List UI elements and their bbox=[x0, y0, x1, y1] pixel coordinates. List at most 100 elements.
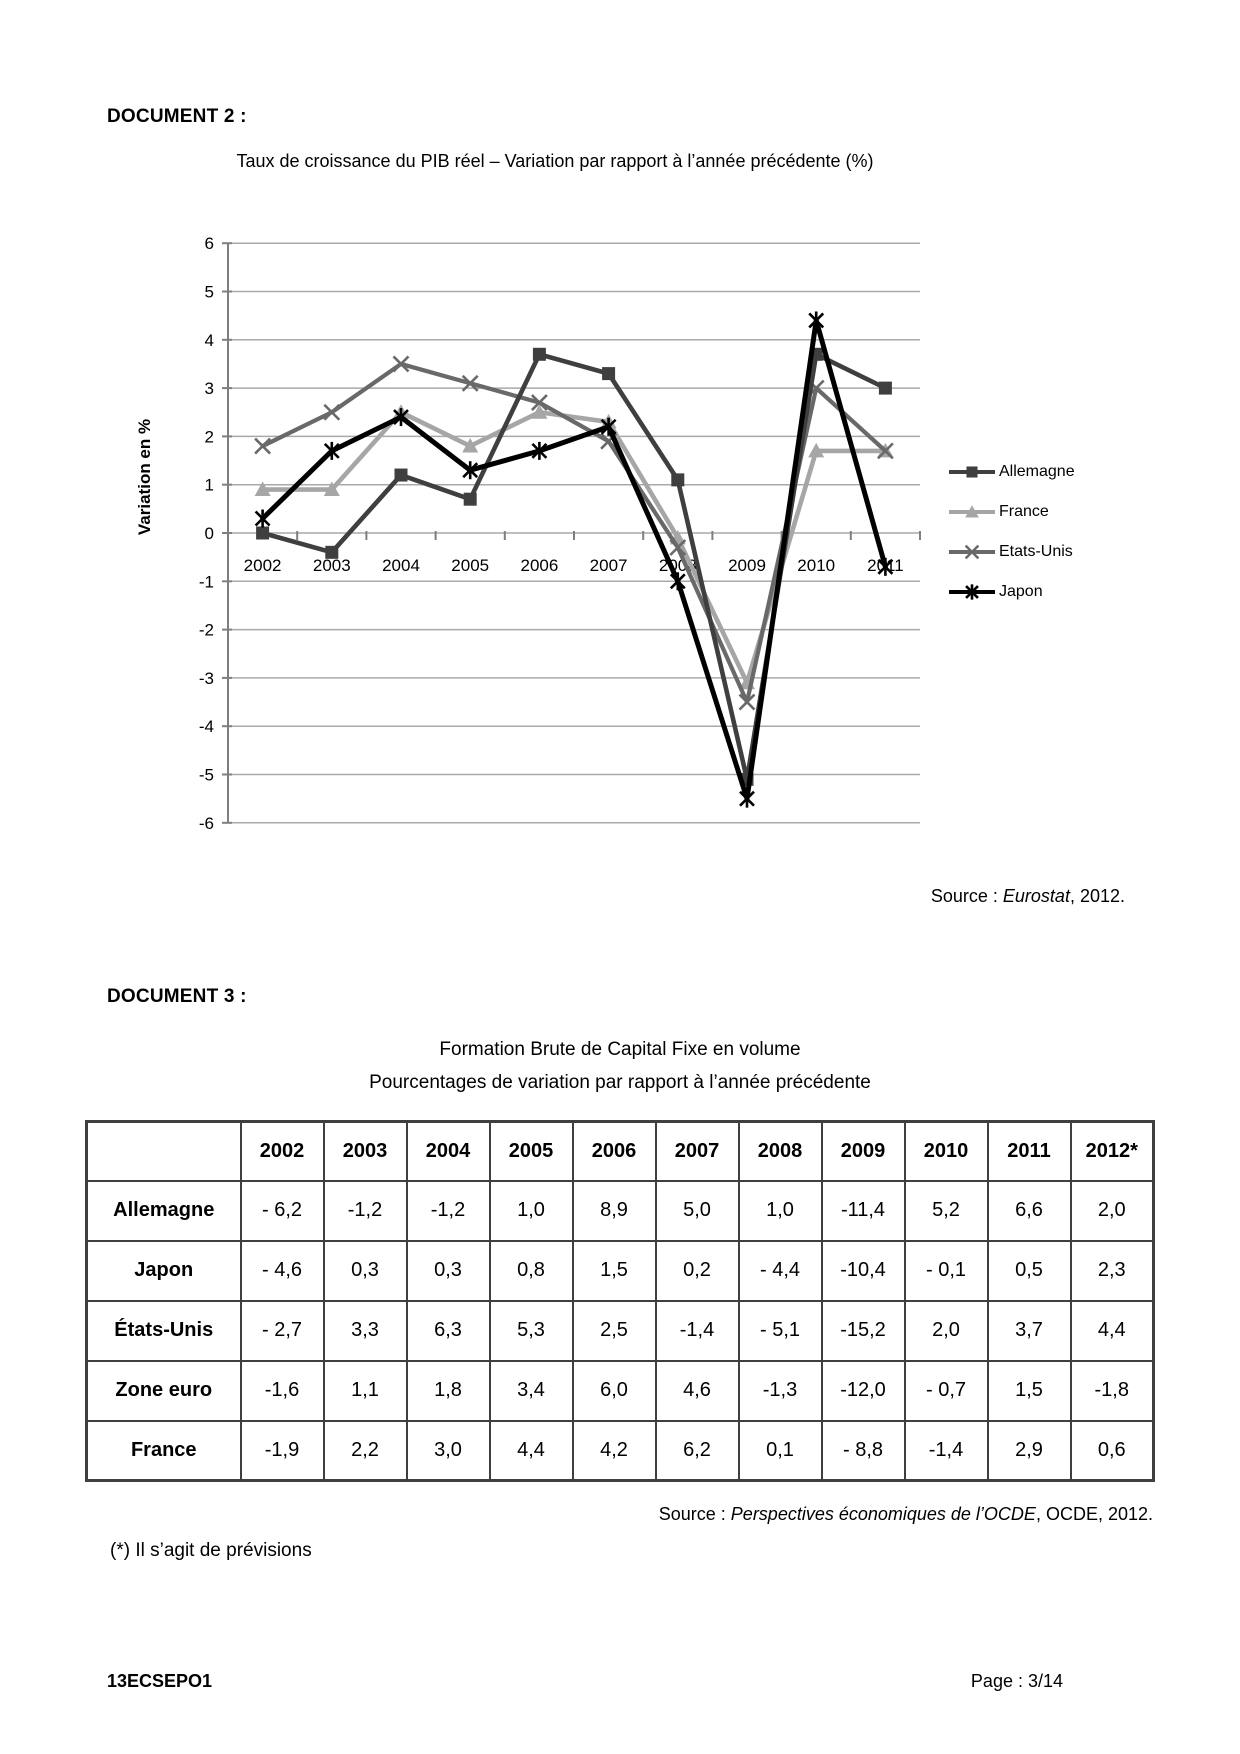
svg-text:2: 2 bbox=[205, 427, 214, 446]
svg-text:4: 4 bbox=[205, 331, 214, 350]
table-cell: 1,0 bbox=[737, 1179, 823, 1242]
table-cell: 5,2 bbox=[903, 1179, 989, 1242]
table-cell: -12,0 bbox=[820, 1359, 906, 1422]
svg-text:1: 1 bbox=[205, 476, 214, 495]
svg-text:2010: 2010 bbox=[797, 556, 835, 575]
table-cell: - 8,8 bbox=[820, 1419, 906, 1482]
svg-text:-1: -1 bbox=[199, 572, 214, 591]
table-title-line1: Formation Brute de Capital Fixe en volum… bbox=[439, 1039, 801, 1060]
footer-exam-code: 13ECSEPO1 bbox=[107, 1671, 213, 1691]
legend-label: Allemagne bbox=[999, 463, 1075, 480]
table-cell: 5,0 bbox=[654, 1179, 740, 1242]
triangle-marker-icon bbox=[949, 505, 995, 518]
column-header: 2007 bbox=[654, 1120, 740, 1182]
table-cell: 0,6 bbox=[1069, 1419, 1155, 1482]
column-header: 2012* bbox=[1069, 1120, 1155, 1182]
table-cell: -1,4 bbox=[654, 1299, 740, 1362]
table-cell: 6,3 bbox=[405, 1299, 491, 1362]
table-cell: 4,4 bbox=[488, 1419, 574, 1482]
table-body: Allemagne - 6,2 -1,2 -1,2 1,0 8,9 5,0 1,0 -11,4 5… bbox=[85, 1179, 1155, 1482]
svg-text:2005: 2005 bbox=[451, 556, 489, 575]
row-label: Allemagne bbox=[85, 1179, 242, 1242]
table-cell: -10,4 bbox=[820, 1239, 906, 1302]
table-header-row: 2002 2003 2004 2005 2006 2007 2008 2009 2010 2011… bbox=[85, 1120, 1155, 1182]
table-cell: 0,2 bbox=[654, 1239, 740, 1302]
table-cell: -11,4 bbox=[820, 1179, 906, 1242]
table-row: France -1,9 2,2 3,0 4,4 4,2 6,2 0,1- 8,8 -1,4 2,9… bbox=[85, 1419, 1155, 1482]
table-cell: - 4,4 bbox=[737, 1239, 823, 1302]
table-cell: - 5,1 bbox=[737, 1299, 823, 1362]
table-cell: 0,3 bbox=[322, 1239, 408, 1302]
legend-label: France bbox=[999, 503, 1049, 520]
table-cell: 0,5 bbox=[986, 1239, 1072, 1302]
table-cell: - 6,2 bbox=[239, 1179, 325, 1242]
fbcf-table: 2002 2003 2004 2005 2006 2007 2008 2009 2010 2011… bbox=[85, 1120, 1155, 1482]
row-label: Zone euro bbox=[85, 1359, 242, 1422]
table-cell: 6,0 bbox=[571, 1359, 657, 1422]
column-header: 2010 bbox=[903, 1120, 989, 1182]
table-row: Japon - 4,6 0,3 0,3 0,8 1,5 0,2- 4,4 -10,4- 0,1… bbox=[85, 1239, 1155, 1302]
table-cell: 6,6 bbox=[986, 1179, 1072, 1242]
legend-label: Japon bbox=[999, 583, 1043, 600]
legend-item-allemagne: Allemagne bbox=[948, 452, 1075, 492]
column-header: 2004 bbox=[405, 1120, 491, 1182]
svg-text:-3: -3 bbox=[199, 669, 214, 688]
table-cell: 2,0 bbox=[903, 1299, 989, 1362]
source-prefix: Source : bbox=[658, 1504, 731, 1524]
table-cell: 3,7 bbox=[986, 1299, 1072, 1362]
svg-text:2007: 2007 bbox=[590, 556, 628, 575]
table-cell: 3,3 bbox=[322, 1299, 408, 1362]
table-source: Source : Perspectives économiques de l’O… bbox=[659, 1504, 1153, 1525]
svg-text:0: 0 bbox=[205, 524, 214, 543]
source-name: Perspectives économiques de l’OCDE bbox=[730, 1504, 1036, 1524]
svg-text:2003: 2003 bbox=[313, 556, 351, 575]
table-title-line2: Pourcentages de variation par rapport à … bbox=[369, 1072, 871, 1093]
svg-text:-2: -2 bbox=[199, 621, 214, 640]
table-cell: 6,2 bbox=[654, 1419, 740, 1482]
table-cell: -1,2 bbox=[322, 1179, 408, 1242]
source-suffix: , OCDE, 2012. bbox=[1035, 1504, 1153, 1524]
legend-label: Etats-Unis bbox=[999, 543, 1073, 560]
table-cell: 4,4 bbox=[1069, 1299, 1155, 1362]
table-cell: 8,9 bbox=[571, 1179, 657, 1242]
star-marker-icon bbox=[949, 584, 995, 600]
table-footnote: (*) Il s’agit de prévisions bbox=[110, 1540, 312, 1561]
table-cell: 0,1 bbox=[737, 1419, 823, 1482]
source-name: Eurostat bbox=[1002, 886, 1070, 906]
legend-item-etats-unis: Etats-Unis bbox=[948, 532, 1075, 572]
svg-text:2006: 2006 bbox=[520, 556, 558, 575]
column-header bbox=[85, 1120, 242, 1182]
column-header: 2009 bbox=[820, 1120, 906, 1182]
column-header: 2011 bbox=[986, 1120, 1072, 1182]
svg-text:3: 3 bbox=[205, 379, 214, 398]
table-cell: 1,8 bbox=[405, 1359, 491, 1422]
document3-heading: DOCUMENT 3 : bbox=[107, 986, 247, 1007]
svg-text:6: 6 bbox=[205, 234, 214, 253]
table-cell: 2,9 bbox=[986, 1419, 1072, 1482]
table-cell: 2,3 bbox=[1069, 1239, 1155, 1302]
svg-text:-6: -6 bbox=[199, 814, 214, 833]
table-cell: -1,4 bbox=[903, 1419, 989, 1482]
legend-item-france: France bbox=[948, 492, 1075, 532]
source-prefix: Source : bbox=[930, 886, 1003, 906]
svg-text:-4: -4 bbox=[199, 717, 214, 736]
square-marker-icon bbox=[949, 466, 995, 478]
table-row: États-Unis - 2,7 3,3 6,3 5,3 2,5 -1,4- 5,1 -15,… bbox=[85, 1299, 1155, 1362]
table-cell: -1,2 bbox=[405, 1179, 491, 1242]
table-cell: 0,3 bbox=[405, 1239, 491, 1302]
table-cell: 0,8 bbox=[488, 1239, 574, 1302]
table-cell: -1,3 bbox=[737, 1359, 823, 1422]
table-cell: - 4,6 bbox=[239, 1239, 325, 1302]
svg-text:2004: 2004 bbox=[382, 556, 420, 575]
table-cell: 4,2 bbox=[571, 1419, 657, 1482]
document2-heading: DOCUMENT 2 : bbox=[107, 106, 247, 127]
row-label: France bbox=[85, 1419, 242, 1482]
table-cell: 1,5 bbox=[986, 1359, 1072, 1422]
table-cell: 1,1 bbox=[322, 1359, 408, 1422]
column-header: 2003 bbox=[322, 1120, 408, 1182]
column-header: 2005 bbox=[488, 1120, 574, 1182]
table-cell: 5,3 bbox=[488, 1299, 574, 1362]
table-row: Allemagne - 6,2 -1,2 -1,2 1,0 8,9 5,0 1,0 -11,4 5… bbox=[85, 1179, 1155, 1242]
row-label: États-Unis bbox=[85, 1299, 242, 1362]
table-cell: - 2,7 bbox=[239, 1299, 325, 1362]
